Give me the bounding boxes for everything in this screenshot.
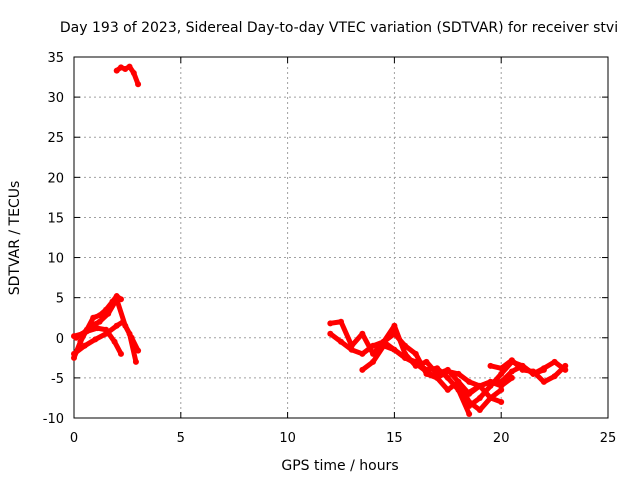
- data-point: [434, 365, 441, 372]
- data-point: [81, 342, 88, 349]
- data-point: [444, 368, 451, 375]
- data-point: [73, 334, 80, 341]
- data-point: [402, 342, 409, 349]
- x-tick-label: 5: [177, 431, 185, 446]
- x-tick-label: 15: [386, 431, 403, 446]
- data-point: [130, 70, 137, 77]
- data-point: [455, 370, 462, 377]
- grid: [74, 57, 608, 418]
- data-point: [391, 330, 398, 337]
- data-point: [126, 63, 133, 70]
- data-point: [348, 346, 355, 353]
- y-tick-label: 0: [56, 332, 64, 347]
- data-point: [434, 374, 441, 381]
- data-point: [423, 370, 430, 377]
- data-point: [338, 338, 344, 345]
- data-point: [508, 358, 515, 365]
- y-tick-label: 15: [47, 211, 64, 226]
- data-point: [96, 318, 103, 325]
- data-point: [519, 362, 526, 369]
- y-tick-label: -10: [43, 412, 64, 427]
- data-point: [94, 325, 101, 332]
- data-point: [540, 378, 547, 385]
- data-point: [455, 386, 462, 393]
- data-point: [540, 366, 547, 373]
- data-point: [111, 338, 118, 345]
- data-point: [508, 368, 515, 375]
- data-point: [338, 318, 344, 325]
- data-point: [498, 370, 505, 377]
- data-point: [551, 358, 558, 365]
- data-point: [455, 378, 462, 385]
- data-point: [391, 346, 398, 353]
- data-point: [105, 310, 112, 317]
- data-point: [359, 366, 366, 373]
- data-point: [92, 336, 99, 343]
- data-point: [132, 358, 139, 365]
- x-tick-label: 25: [600, 431, 617, 446]
- data-point: [530, 370, 537, 377]
- x-tick-label: 10: [279, 431, 296, 446]
- data-point: [359, 330, 366, 337]
- data-point: [391, 322, 398, 329]
- data-point: [487, 394, 494, 401]
- data-point: [83, 328, 90, 335]
- data-point: [476, 382, 483, 389]
- data-point: [466, 410, 473, 417]
- data-point: [466, 378, 473, 385]
- y-axis-label: SDTVAR / TECUs: [7, 181, 23, 296]
- data-point: [327, 320, 334, 327]
- data-series: [71, 63, 569, 417]
- data-point: [113, 322, 120, 329]
- data-point: [476, 406, 483, 413]
- data-point: [476, 394, 483, 401]
- data-point: [444, 386, 451, 393]
- y-tick-label: 10: [47, 252, 64, 267]
- data-point: [370, 358, 377, 365]
- data-point: [444, 374, 451, 381]
- y-tick-label: 25: [47, 131, 64, 146]
- x-tick-label: 0: [70, 431, 78, 446]
- data-point: [423, 358, 430, 365]
- data-point: [77, 338, 84, 345]
- data-point: [551, 373, 558, 380]
- chart-title: Day 193 of 2023, Sidereal Day-to-day VTE…: [60, 20, 618, 36]
- data-point: [117, 350, 124, 357]
- data-point: [113, 67, 120, 74]
- data-point: [487, 362, 494, 369]
- data-point: [327, 330, 334, 337]
- plot-frame: [73, 56, 609, 419]
- data-point: [380, 338, 387, 345]
- data-point: [498, 378, 505, 385]
- data-point: [135, 81, 142, 88]
- data-point: [466, 402, 473, 409]
- data-point: [498, 398, 505, 405]
- data-point: [113, 296, 120, 303]
- data-point: [562, 362, 569, 369]
- x-tick-label: 20: [493, 431, 510, 446]
- data-point: [466, 389, 473, 396]
- y-tick-label: 35: [47, 51, 64, 66]
- data-point: [71, 350, 77, 357]
- data-point: [135, 347, 142, 354]
- data-point: [370, 342, 377, 349]
- y-tick-label: 5: [56, 292, 64, 307]
- data-point: [402, 354, 409, 361]
- data-point: [359, 350, 366, 357]
- y-tick-label: -5: [51, 372, 64, 387]
- data-point: [487, 382, 494, 389]
- x-axis-label: GPS time / hours: [281, 458, 398, 474]
- data-point: [126, 330, 133, 337]
- y-tick-label: 20: [47, 171, 64, 186]
- data-point: [120, 318, 127, 325]
- data-point: [103, 326, 110, 333]
- data-point: [90, 314, 97, 321]
- data-point: [96, 312, 103, 319]
- y-tick-label: 30: [47, 91, 64, 106]
- axis-ticks: 0 5 10 15 20 25 -10 -5 0 5 10 15 20 25 30 35: [43, 51, 617, 446]
- data-point: [412, 350, 419, 357]
